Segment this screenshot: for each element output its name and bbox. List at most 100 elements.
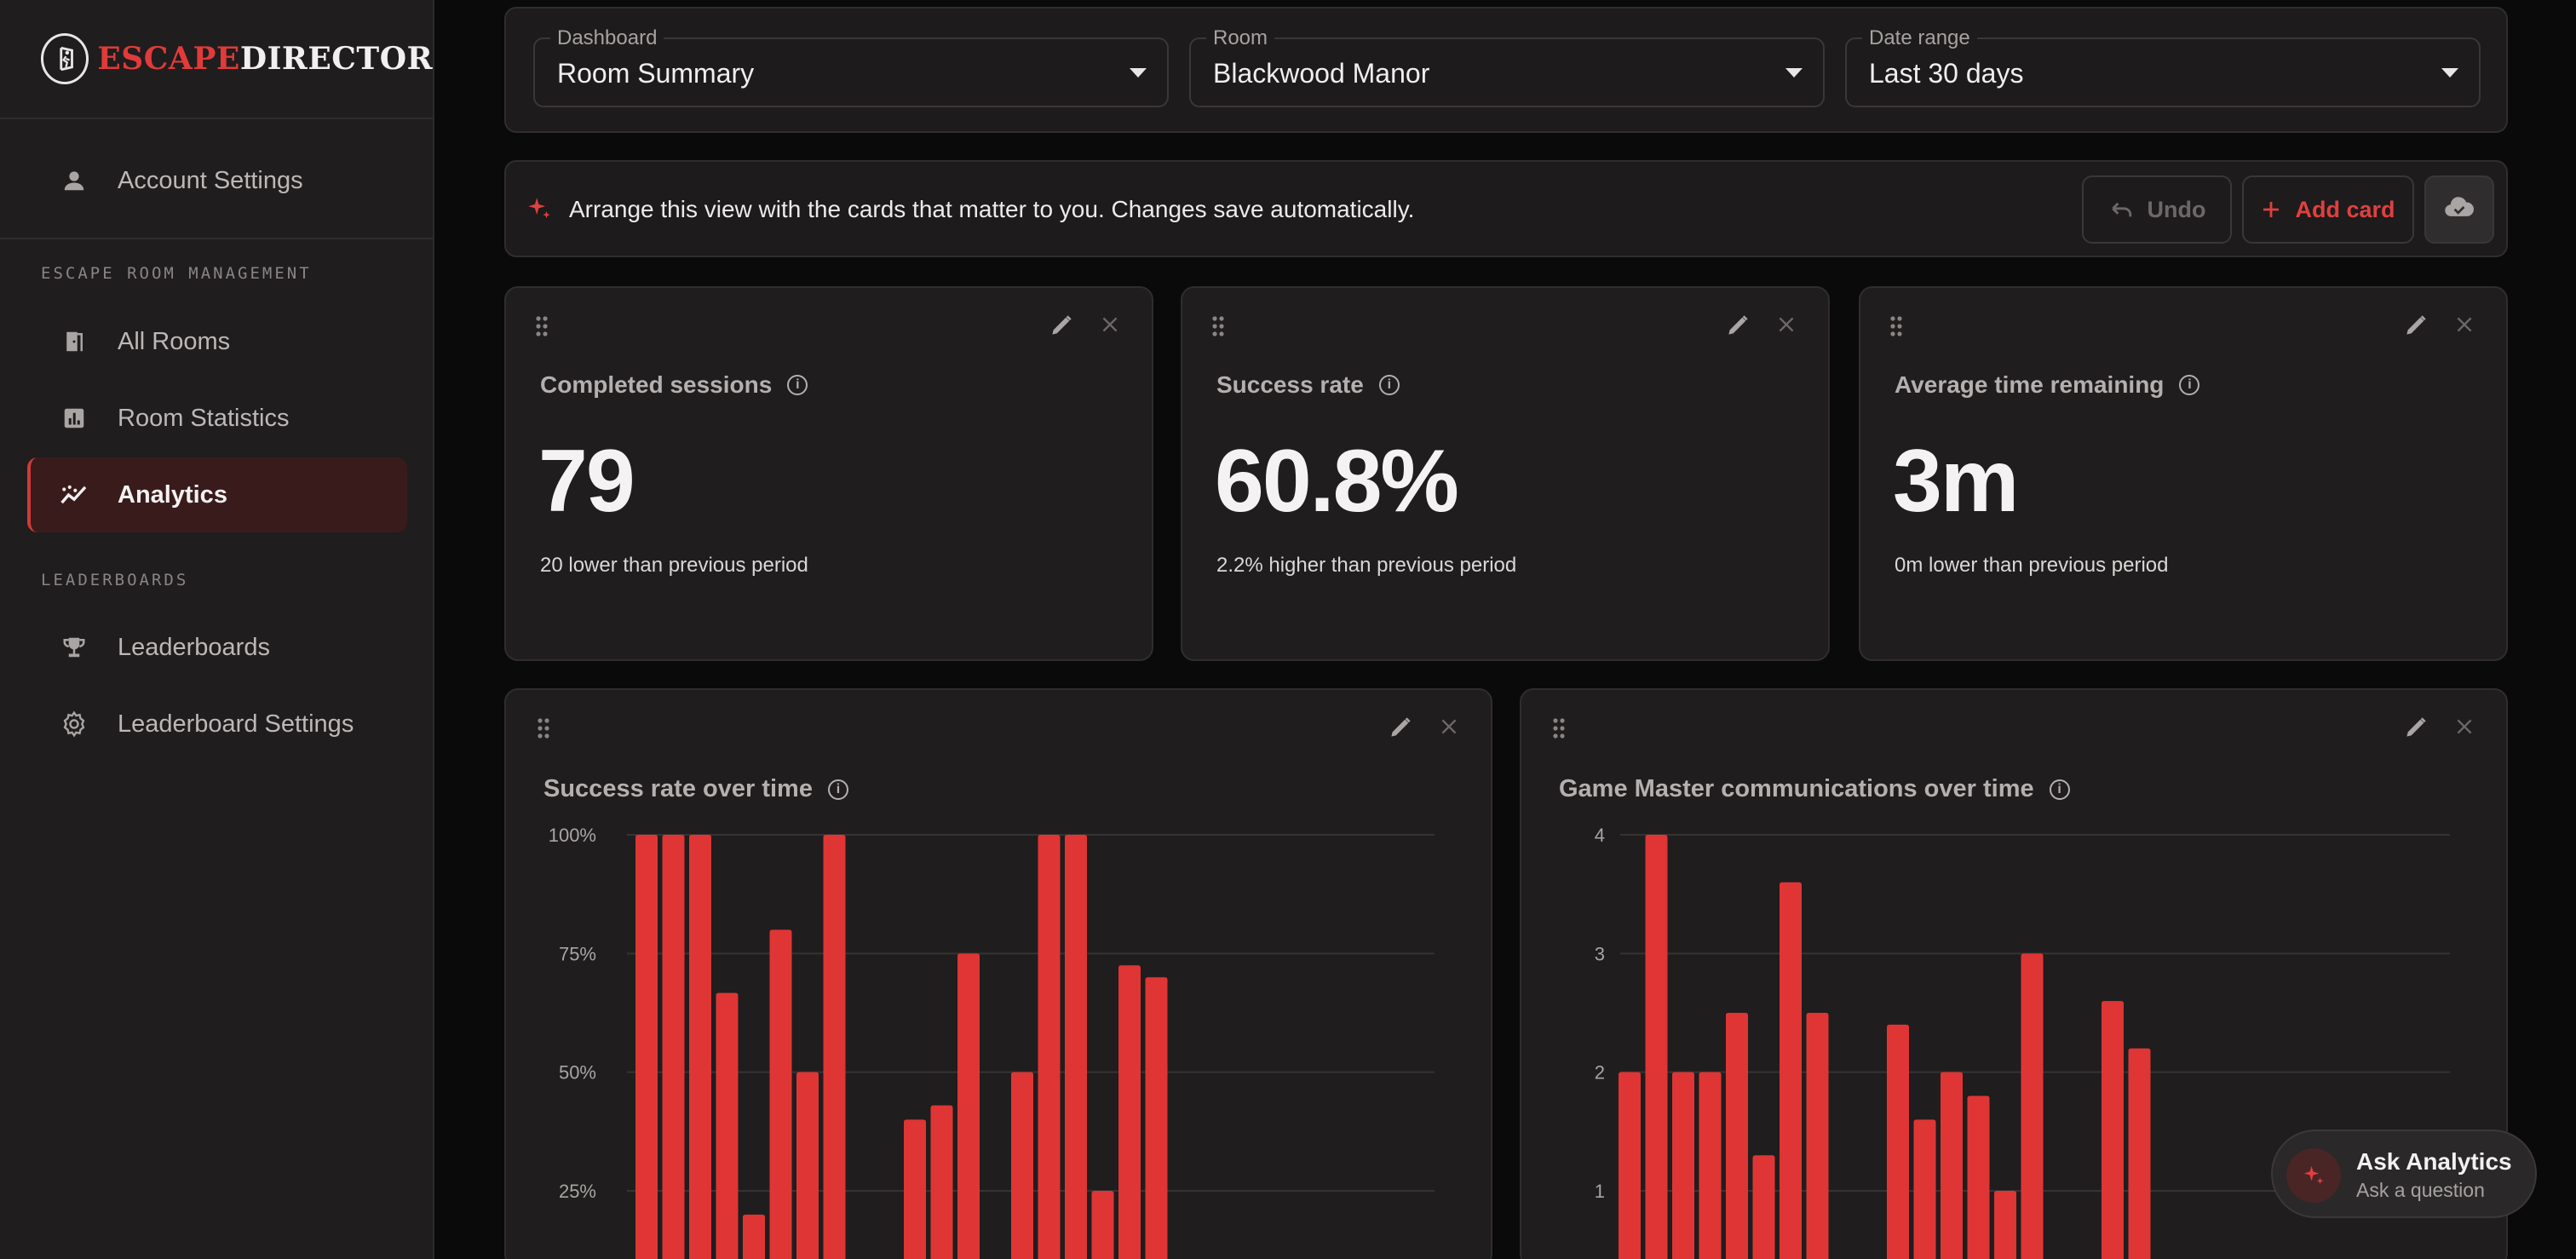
edit-pencil-icon[interactable] [1387,714,1414,745]
chart-bar[interactable] [1619,1072,1641,1259]
sidebar-item-leaderboard-settings[interactable]: Leaderboard Settings [27,687,407,762]
sidebar-item-account-settings[interactable]: Account Settings [27,143,407,218]
chart-bar[interactable] [1780,882,1802,1259]
room-select-value: Blackwood Manor [1213,58,1430,89]
edit-pencil-icon[interactable] [2402,714,2429,745]
sidebar-item-leaderboards[interactable]: Leaderboards [27,610,407,685]
stat-value: 79 [538,432,635,531]
stat-value: 3m [1893,432,2019,531]
chart-bar[interactable] [1038,835,1061,1259]
info-icon[interactable]: i [2179,375,2200,395]
chart-bar[interactable] [1645,835,1668,1259]
chart-bar[interactable] [1672,1072,1694,1259]
sparkle-icon [2286,1148,2341,1203]
caret-down-icon [1785,68,1803,78]
sidebar-item-label: Room Statistics [118,404,290,432]
chart-bar[interactable] [1726,1013,1748,1259]
trophy-icon [60,633,89,662]
brand[interactable]: ESCAPEDIRECTOR [0,0,433,119]
chart-bar[interactable] [1065,835,1087,1259]
dashboard-select[interactable]: Dashboard Room Summary [533,26,1169,107]
caret-down-icon [2441,68,2458,78]
y-tick-label: 3 [1595,943,1605,964]
sidebar-item-label: Account Settings [118,166,303,194]
chart-bar[interactable] [930,1105,953,1259]
chart-bar[interactable] [1091,1191,1114,1259]
chart-bar[interactable] [1011,1072,1033,1259]
ask-analytics-button[interactable]: Ask Analytics Ask a question [2271,1130,2537,1218]
chart-bar[interactable] [2021,953,2044,1259]
sidebar-item-room-statistics[interactable]: Room Statistics [27,381,407,456]
dashboard-select-label: Dashboard [550,26,664,50]
close-icon[interactable] [2453,313,2475,340]
info-icon[interactable]: i [1378,375,1400,395]
chart-bar[interactable] [1752,1155,1775,1259]
date-range-select[interactable]: Date range Last 30 days [1845,26,2481,107]
chart-bar[interactable] [1967,1095,1990,1259]
stat-card-average-time-remaining: Average time remaining i 3m 0m lower than… [1859,286,2508,661]
analytics-trend-icon [60,480,89,509]
brand-name: ESCAPEDIRECTOR [97,41,433,77]
edit-pencil-icon[interactable] [2402,312,2429,343]
y-tick-label: 4 [1595,825,1605,846]
date-range-select-value: Last 30 days [1869,58,2024,89]
close-icon[interactable] [1775,313,1797,340]
edit-pencil-icon[interactable] [1724,312,1751,343]
info-icon[interactable]: i [787,375,808,395]
chart-bar[interactable] [1941,1072,1963,1259]
chart-bar[interactable] [1887,1024,1909,1259]
y-tick-label: 50% [559,1062,596,1084]
chart-bar[interactable] [796,1072,819,1259]
undo-icon [2108,199,2134,220]
chart-bar[interactable] [957,953,980,1259]
drag-handle-icon[interactable] [537,717,550,744]
sidebar-item-label: All Rooms [118,327,231,355]
drag-handle-icon[interactable] [1889,315,1903,342]
chart-bar[interactable] [1806,1013,1829,1259]
ask-analytics-title: Ask Analytics [2356,1148,2512,1175]
chart-bar[interactable] [1699,1072,1722,1259]
stat-comparison: 2.2% higher than previous period [1216,554,1517,577]
chart-bar[interactable] [689,835,711,1259]
sidebar-item-analytics[interactable]: Analytics [27,457,407,532]
chart-bar[interactable] [769,929,792,1259]
chart-bar[interactable] [716,992,739,1259]
drag-handle-icon[interactable] [535,315,549,342]
close-icon[interactable] [2453,716,2475,742]
chart-bar[interactable] [904,1119,926,1259]
chart-bar[interactable] [743,1214,765,1259]
chart-bar[interactable] [662,835,685,1259]
y-tick-label: 1 [1595,1181,1605,1202]
chart-bar[interactable] [1913,1119,1936,1259]
sidebar-divider [0,238,433,239]
door-icon [60,327,89,356]
info-icon[interactable]: i [2049,779,2070,800]
close-icon[interactable] [1438,716,1460,742]
stat-title: Completed sessions i [540,371,808,399]
sidebar-item-all-rooms[interactable]: All Rooms [27,304,407,379]
chart-bar[interactable] [1118,965,1141,1259]
sparkle-icon [525,194,554,227]
close-icon[interactable] [1099,313,1121,340]
add-card-button[interactable]: Add card [2242,175,2414,244]
y-tick-label: 100% [549,825,596,846]
drag-handle-icon[interactable] [1552,717,1566,744]
chart-bar[interactable] [2102,1001,2124,1259]
stat-value: 60.8% [1215,432,1459,531]
chart-bar[interactable] [823,835,846,1259]
chart-bar[interactable] [635,835,658,1259]
sidebar-item-label: Analytics [118,480,227,509]
chart-bar[interactable] [1145,977,1168,1259]
dashboard-select-value: Room Summary [557,58,755,89]
room-select[interactable]: Room Blackwood Manor [1189,26,1825,107]
chart-title: Success rate over time i [543,775,848,803]
undo-button[interactable]: Undo [2082,175,2232,244]
drag-handle-icon[interactable] [1211,315,1225,342]
info-icon[interactable]: i [827,779,848,800]
chart-bar[interactable] [1994,1191,2016,1259]
cloud-save-button[interactable] [2424,175,2494,244]
edit-pencil-icon[interactable] [1048,312,1075,343]
sidebar-item-label: Leaderboards [118,633,270,661]
caret-down-icon [1130,68,1147,78]
chart-bar[interactable] [2128,1048,2151,1259]
